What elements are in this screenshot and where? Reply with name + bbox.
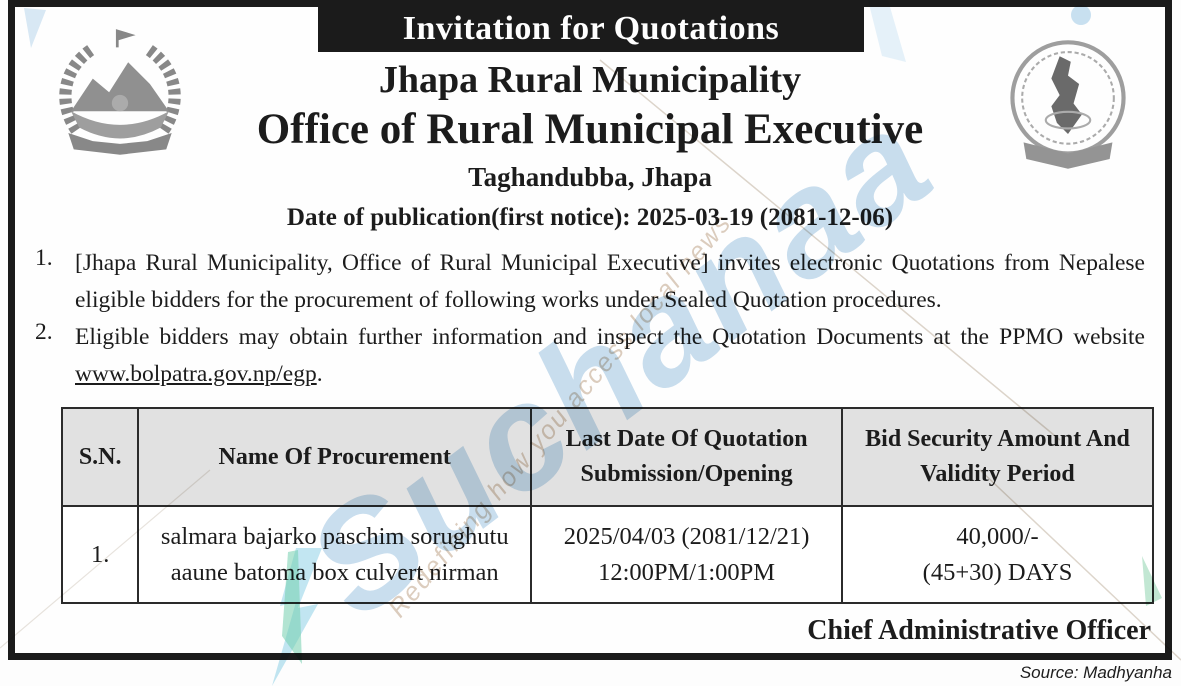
procurement-name-line-1: salmara bajarko paschim sorughutu (160, 523, 509, 550)
item-2-text-before: Eligible bidders may obtain further info… (75, 323, 1145, 350)
cell-last-date: 2025/04/03 (2081/12/21) 12:00PM/1:00PM (530, 504, 844, 605)
source-credit: Source: Madhyanha (1019, 663, 1172, 682)
nepal-government-emblem-logo (59, 29, 181, 155)
list-item-1: 1. [Jhapa Rural Municipality, Office of … (31, 245, 1145, 319)
notice-banner: Invitation for Quotations (318, 5, 864, 52)
ppmo-website-link[interactable]: www.bolpatra.gov.np/egp (75, 360, 317, 387)
table-row: 1. salmara bajarko paschim sorughutu aau… (60, 504, 1154, 605)
cell-bid-security: 40,000/- (45+30) DAYS (841, 504, 1154, 605)
procurement-table: S.N. Name Of Procurement Last Date Of Qu… (60, 407, 1154, 605)
bid-security-line-2: (45+30) DAYS (922, 558, 1073, 586)
notice-body: 1. [Jhapa Rural Municipality, Office of … (31, 245, 1145, 393)
procurement-name-line-2: aaune batoma box culvert nirman (170, 558, 499, 586)
table-header-row: S.N. Name Of Procurement Last Date Of Qu… (60, 407, 1154, 507)
municipality-seal-logo (1010, 40, 1126, 169)
item-1-text: [Jhapa Rural Municipality, Office of Rur… (75, 249, 1145, 313)
column-header-last-date: Last Date Of Quotation Submission/Openin… (530, 407, 844, 507)
column-header-bid-security: Bid Security Amount And Validity Period (841, 407, 1154, 507)
item-1-number: 1. (35, 244, 53, 271)
banner-title: Invitation for Quotations (402, 9, 780, 47)
publication-date: Date of publication(first notice): 2025-… (286, 203, 894, 231)
signatory-title: Chief Administrative Officer (807, 615, 1151, 647)
item-2-number: 2. (35, 318, 53, 345)
last-date-line-1: 2025/04/03 (2081/12/21) (563, 523, 810, 550)
bid-security-line-1: 40,000/- (956, 523, 1039, 550)
cell-procurement-name: salmara bajarko paschim sorughutu aaune … (137, 504, 533, 605)
last-date-line-2: 12:00PM/1:00PM (598, 558, 776, 586)
cell-sn: 1. (60, 504, 140, 605)
item-2-text-after: . (316, 360, 323, 387)
list-item-2: 2. Eligible bidders may obtain further i… (31, 319, 1145, 393)
item-2-text: Eligible bidders may obtain further info… (75, 319, 1145, 393)
column-header-procurement-name: Name Of Procurement (137, 407, 533, 507)
column-header-sn: S.N. (60, 407, 140, 507)
